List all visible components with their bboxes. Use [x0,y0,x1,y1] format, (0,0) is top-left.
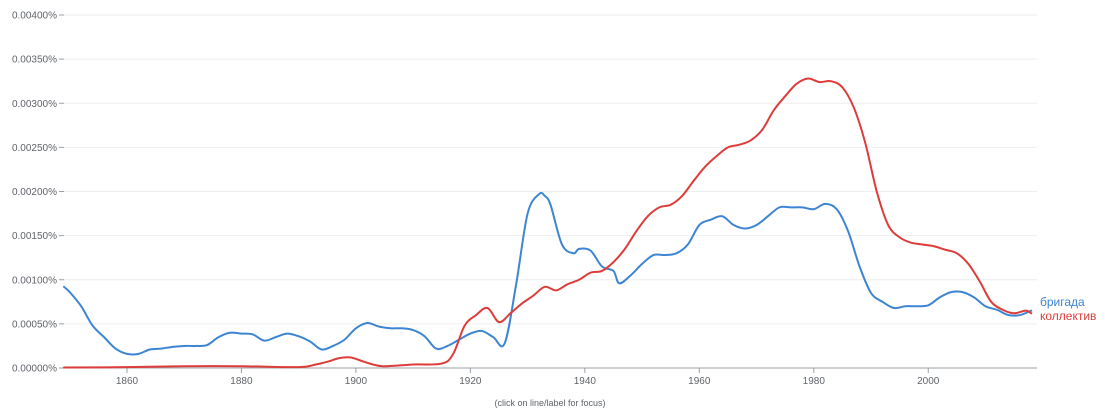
x-tick-label: 2000 [917,376,940,387]
series-label-2[interactable]: коллектив [1040,309,1096,323]
y-tick-label: 0.00150% [12,231,57,242]
series-line-1[interactable] [63,191,1033,356]
x-tick-label: 1860 [116,376,139,387]
y-tick-label: 0.00050% [12,319,57,330]
x-tick-label: 1960 [688,376,711,387]
x-tick-label: 1920 [459,376,482,387]
x-tick-label: 1880 [230,376,253,387]
x-tick-label: 1900 [345,376,368,387]
y-tick-label: 0.00000% [12,364,57,375]
y-tick-label: 0.00300% [12,99,57,110]
x-tick-label: 1940 [574,376,597,387]
series-label-1[interactable]: бригада [1040,295,1085,309]
y-tick-label: 0.00400% [12,11,57,22]
series-line-2[interactable] [63,77,1033,369]
x-tick-label: 1980 [803,376,826,387]
y-tick-label: 0.00350% [12,55,57,66]
y-axis: 0.00000% 0.00050% 0.00100% 0.00150% 0.00200%… [12,11,64,375]
y-tick-label: 0.00100% [12,275,57,286]
x-axis: 1860 1880 1900 1920 1940 1960 1980 2000 [64,367,1037,387]
y-tick-label: 0.00250% [12,143,57,154]
y-tick-label: 0.00200% [12,187,57,198]
grid [64,14,1037,325]
footnote: (click on line/label for focus) [494,398,605,408]
series-lines[interactable] [63,77,1033,369]
